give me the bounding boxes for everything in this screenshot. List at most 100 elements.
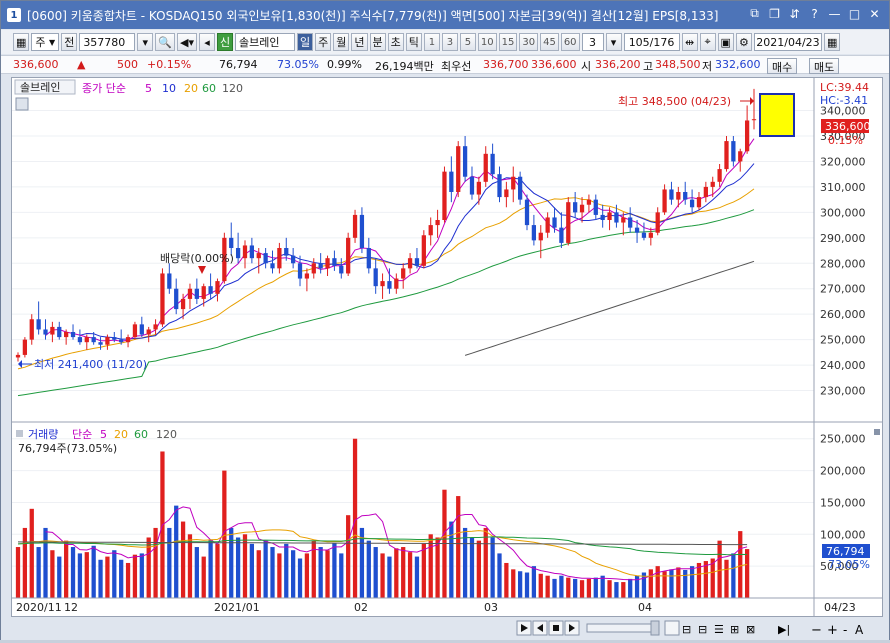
sound-icon[interactable]: ◀▾ bbox=[177, 33, 197, 51]
price-grid bbox=[12, 110, 814, 392]
zoom-slider[interactable] bbox=[586, 623, 658, 633]
interval-1[interactable]: 1 bbox=[423, 33, 440, 51]
help-icon[interactable]: ? bbox=[811, 6, 818, 21]
count-input[interactable]: 3 bbox=[581, 33, 604, 51]
close-icon[interactable]: ✕ bbox=[869, 6, 880, 21]
equal-icon[interactable]: ⊟ bbox=[682, 623, 691, 636]
link-icon[interactable]: ⧉ bbox=[750, 6, 759, 20]
interval-3[interactable]: 3 bbox=[441, 33, 458, 51]
legend-ma5: 5 bbox=[145, 82, 152, 95]
vol-ma5-line bbox=[45, 506, 748, 581]
next-icon[interactable] bbox=[664, 620, 680, 636]
candle-body bbox=[566, 202, 571, 243]
stock-name-tag-box bbox=[14, 79, 76, 95]
market-select[interactable]: 주 ▼ bbox=[31, 33, 60, 51]
volume-bar bbox=[703, 561, 708, 598]
volume-bar bbox=[180, 521, 186, 598]
candle-body bbox=[614, 212, 619, 223]
legend-ma60: 60 bbox=[202, 82, 216, 95]
calendar-icon[interactable]: ▦ bbox=[823, 33, 841, 51]
volume-bar bbox=[346, 515, 351, 598]
maximize-icon[interactable]: □ bbox=[848, 6, 861, 21]
candle-body bbox=[167, 273, 172, 289]
price-y-tick: 240,000 bbox=[820, 359, 866, 372]
compare-icon[interactable]: ⊞ bbox=[730, 623, 739, 636]
scroll-end-icon[interactable]: ▶| bbox=[778, 623, 790, 636]
volume-moving-averages bbox=[17, 506, 748, 581]
period-week[interactable]: 주 bbox=[315, 33, 332, 51]
volume-bar bbox=[291, 550, 296, 598]
volume-grid bbox=[12, 438, 814, 567]
period-day[interactable]: 일 bbox=[297, 33, 314, 51]
interval-10[interactable]: 10 bbox=[477, 33, 497, 51]
table-toggle-icon[interactable] bbox=[15, 97, 29, 111]
chart-area[interactable]: 340,000 330,000 320,000 310,000 300,000 290,0… bbox=[11, 77, 883, 617]
volume-bar bbox=[456, 496, 461, 598]
volume-bar bbox=[29, 508, 34, 598]
enlarge-font-icon[interactable]: A bbox=[855, 623, 864, 637]
volume-bar bbox=[524, 572, 530, 598]
interval-45[interactable]: 45 bbox=[540, 33, 559, 51]
interval-30[interactable]: 30 bbox=[519, 33, 539, 51]
window-number-badge[interactable]: 1 bbox=[7, 8, 21, 22]
volume-last-tag-box bbox=[822, 544, 870, 558]
volume-y-tick: 100,000 bbox=[820, 528, 866, 541]
candle-body bbox=[462, 146, 468, 177]
volume-panel-menu-icon[interactable] bbox=[16, 430, 23, 437]
date-input[interactable]: 2021/04/23 bbox=[753, 33, 822, 51]
period-year[interactable]: 년 bbox=[351, 33, 368, 51]
minimize-icon[interactable]: — bbox=[828, 6, 841, 21]
prev-stock-icon[interactable]: ◂ bbox=[199, 33, 215, 51]
candle-body bbox=[332, 258, 337, 266]
period-month[interactable]: 월 bbox=[333, 33, 350, 51]
volume-bar bbox=[270, 547, 275, 598]
interval-60[interactable]: 60 bbox=[560, 33, 580, 51]
candle-body bbox=[112, 337, 117, 340]
period-minute[interactable]: 분 bbox=[369, 33, 386, 51]
list-icon[interactable]: ☰ bbox=[714, 623, 724, 636]
volume-bar bbox=[284, 543, 289, 598]
volume-bar bbox=[64, 540, 69, 598]
settings-icon[interactable]: ⚙ bbox=[735, 33, 752, 51]
collapse-icon[interactable]: ⊟ bbox=[698, 623, 707, 636]
range-counter: 105/176 bbox=[623, 33, 680, 51]
volume-bar bbox=[696, 562, 702, 598]
prefix-button[interactable]: 전 bbox=[61, 33, 78, 51]
volume-bar bbox=[22, 527, 28, 598]
pin-icon[interactable]: ⇵ bbox=[789, 6, 800, 21]
shrink-font-icon[interactable]: - bbox=[843, 623, 847, 637]
search-icon[interactable]: 🔍 bbox=[155, 33, 176, 51]
price-y-tick: 280,000 bbox=[820, 257, 866, 270]
candle-body bbox=[751, 119, 757, 121]
code-dropdown-icon[interactable]: ▾ bbox=[137, 33, 154, 51]
volume-bar bbox=[607, 580, 612, 598]
chart-svg[interactable]: 340,000 330,000 320,000 310,000 300,000 290,0… bbox=[12, 78, 882, 616]
stock-code-input[interactable]: 357780 bbox=[79, 33, 136, 51]
count-dropdown-icon[interactable]: ▾ bbox=[605, 33, 622, 51]
period-second[interactable]: 초 bbox=[387, 33, 404, 51]
lc-label: LC:39.44 bbox=[820, 81, 869, 94]
candle-body bbox=[490, 153, 495, 175]
grid-menu-icon[interactable]: ▦ bbox=[13, 33, 30, 51]
volume-bar bbox=[119, 559, 124, 598]
price-y-tick: 320,000 bbox=[820, 155, 866, 168]
period-tick[interactable]: 틱 bbox=[405, 33, 422, 51]
split-icon[interactable]: ⊠ bbox=[746, 623, 755, 636]
volume-bar bbox=[304, 553, 310, 598]
zoom-slider-thumb[interactable] bbox=[650, 620, 660, 636]
zoom-in-icon[interactable]: + bbox=[827, 623, 838, 638]
interval-15[interactable]: 15 bbox=[498, 33, 518, 51]
scroll-lock-icon[interactable]: ⇹ bbox=[681, 33, 698, 51]
volume-panel-close-icon[interactable] bbox=[874, 429, 880, 435]
restore-layout-icon[interactable]: ❐ bbox=[769, 6, 780, 21]
sell-button[interactable]: 매도 bbox=[809, 58, 840, 74]
buy-button[interactable]: 매수 bbox=[767, 58, 798, 74]
play-icon-shape bbox=[521, 624, 528, 632]
crosshair-icon[interactable]: ⌖ bbox=[699, 33, 716, 51]
volume-bar bbox=[683, 569, 688, 598]
interval-5[interactable]: 5 bbox=[459, 33, 476, 51]
zoom-out-icon[interactable]: − bbox=[811, 623, 822, 638]
highlight-box[interactable] bbox=[759, 93, 795, 137]
save-icon[interactable]: ▣ bbox=[717, 33, 734, 51]
chart-labels: 340,000 330,000 320,000 310,000 300,000 290,0… bbox=[820, 105, 866, 574]
